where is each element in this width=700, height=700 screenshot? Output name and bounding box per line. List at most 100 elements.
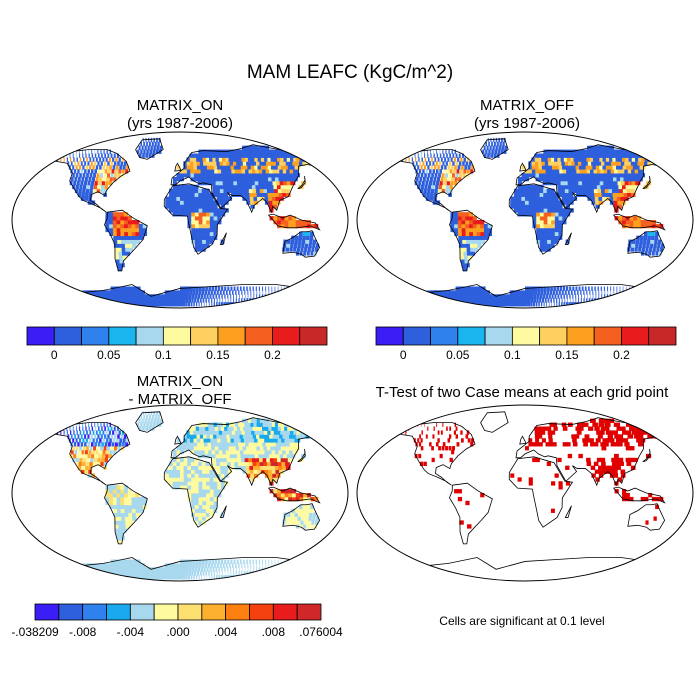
map-cell (132, 243, 137, 248)
map-cell (315, 153, 323, 158)
map-cell (579, 157, 585, 162)
map-cell (451, 176, 455, 182)
map-cell (191, 500, 196, 506)
map-cell (194, 204, 199, 209)
map-cell (225, 449, 231, 455)
map-cell (77, 442, 80, 447)
colorbar-label: .076004 (299, 625, 343, 639)
map-cell (201, 465, 207, 470)
map-cell (221, 294, 223, 299)
map-cell (106, 149, 108, 154)
map-cell (546, 176, 551, 182)
map-cell (457, 157, 460, 162)
map-cell (109, 489, 114, 494)
map-cell (256, 161, 262, 166)
map-cell (183, 196, 188, 201)
map-cell (225, 422, 231, 427)
map-cell (191, 493, 196, 498)
map-cell (547, 223, 552, 229)
map-cell (554, 208, 559, 213)
map-cell (583, 192, 588, 197)
map-cell (405, 157, 407, 162)
map-cell (219, 290, 222, 295)
map-cell (261, 575, 269, 580)
map-cell (266, 446, 272, 451)
map-cell (105, 438, 109, 443)
map-cell (301, 239, 306, 244)
map-cell (192, 153, 197, 158)
map-cell (190, 169, 195, 174)
map-cell (561, 192, 566, 197)
map-cell (271, 176, 277, 182)
map-cell (582, 184, 588, 190)
map-cell (272, 200, 277, 205)
map-cell (622, 489, 627, 494)
map-cell (576, 430, 582, 435)
map-cell (568, 184, 573, 190)
map-cell (603, 286, 605, 291)
map-cell (201, 149, 206, 154)
map-cell (594, 286, 596, 291)
map-cell (565, 239, 570, 244)
map-cell (204, 290, 207, 295)
map-cell (619, 188, 624, 194)
colorbar-box (162, 326, 192, 346)
map-cell (272, 477, 278, 482)
map-cell (187, 481, 192, 486)
map-cell (280, 220, 285, 225)
map-cell (585, 165, 591, 170)
map-cell (168, 200, 173, 205)
map-cell (236, 294, 237, 299)
map-cell (532, 184, 537, 190)
map-cell (254, 575, 261, 580)
map-cell (244, 157, 250, 162)
map-cell (115, 430, 118, 435)
map-cell (440, 165, 444, 170)
map-cell (258, 180, 264, 186)
map-cell (480, 294, 486, 299)
map-cell (580, 422, 586, 427)
map-cell (180, 204, 185, 209)
map-cell (137, 571, 144, 576)
map-cell (157, 298, 162, 303)
map-cell (211, 153, 216, 158)
map-cell (549, 422, 554, 427)
map-cell (501, 302, 507, 307)
map-cell (96, 461, 101, 467)
map-cell (116, 496, 121, 502)
map-cell (92, 298, 101, 303)
map-cell (425, 180, 429, 186)
map-cell (66, 430, 69, 435)
map-cell (73, 575, 87, 580)
map-cell (281, 438, 287, 443)
map-cell (613, 469, 618, 474)
map-cell (103, 161, 107, 166)
map-cell (604, 149, 611, 154)
map-cell (180, 169, 184, 174)
map-cell (79, 430, 82, 435)
map-cell (96, 173, 100, 178)
map-cell (115, 528, 120, 533)
map-cell (224, 442, 230, 447)
map-cell (306, 290, 309, 295)
map-cell (654, 235, 659, 240)
map-cell (135, 500, 140, 506)
map-cell (643, 235, 648, 240)
map-cell (143, 422, 146, 427)
map-cell (243, 153, 249, 158)
map-cell (213, 504, 218, 510)
map-cell (156, 410, 158, 416)
map-cell (583, 442, 588, 447)
map-cell (619, 153, 626, 158)
map-cell (604, 302, 611, 307)
map-cell (72, 457, 76, 463)
map-cell (555, 290, 558, 295)
map-cell (104, 153, 107, 158)
map-cell (217, 485, 222, 490)
map-cell (435, 161, 438, 166)
map-cell (445, 302, 456, 307)
map-cell (203, 442, 209, 447)
map-cell (124, 508, 129, 513)
map-cell (315, 157, 323, 162)
map-cell (194, 294, 198, 299)
